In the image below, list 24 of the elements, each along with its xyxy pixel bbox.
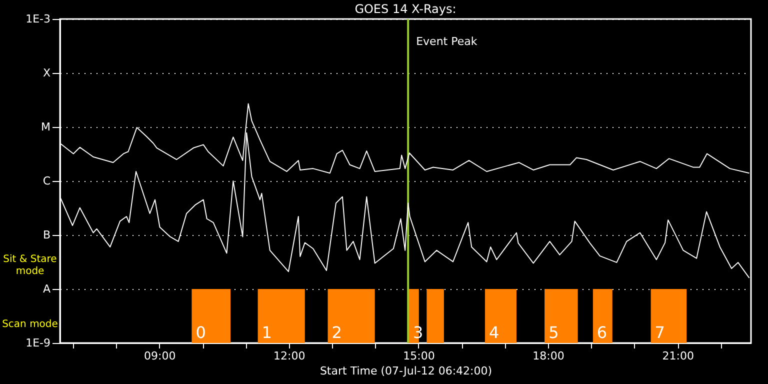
band-label: 1 <box>262 323 272 342</box>
band-label: 2 <box>332 323 342 342</box>
chart-title: GOES 14 X-Rays: <box>354 2 456 16</box>
band-label: 6 <box>596 323 608 342</box>
band-label: 4 <box>488 323 500 342</box>
x-tick-label: 21:00 <box>662 350 694 362</box>
x-tick-label: 15:00 <box>403 350 435 362</box>
y-tick-label: X <box>42 66 51 80</box>
y-tick-label: A <box>42 282 51 296</box>
band-label: 5 <box>548 323 559 342</box>
y-tick-label: C <box>42 174 51 188</box>
band-label: 0 <box>196 323 206 342</box>
y-tick-label: M <box>41 120 50 134</box>
x-tick-label: 12:00 <box>274 350 306 362</box>
y-tick-label: 1E-9 <box>26 336 50 350</box>
text: Scan mode <box>2 319 58 330</box>
ref-line-label: Event Peak <box>416 35 478 48</box>
x-tick-label: 09:00 <box>144 350 176 362</box>
y-tick-label: 1E-3 <box>26 12 50 26</box>
x-axis-title: Start Time (07-Jul-12 06:42:00) <box>320 364 492 378</box>
band-label: 7 <box>654 323 665 342</box>
text: Sit & Stare mode <box>3 254 57 277</box>
y-tick-label: B <box>42 228 50 242</box>
x-tick-label: 18:00 <box>532 350 564 362</box>
